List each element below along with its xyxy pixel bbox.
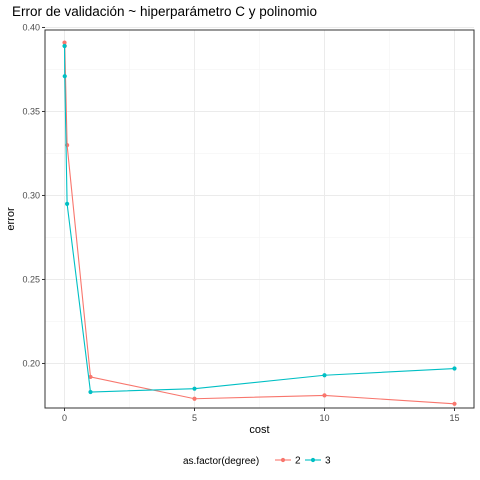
data-point	[62, 43, 67, 49]
series-layer	[62, 40, 457, 406]
axes: 0 5 10 15 0.20 0.25 0.30 0.35 0.40	[22, 22, 459, 423]
data-point	[452, 401, 457, 406]
chart-title: Error de validación ~ hiperparámetro C y…	[12, 4, 317, 19]
y-tick-label: 0.20	[22, 358, 40, 368]
data-point	[322, 373, 327, 378]
legend-title: as.factor(degree)	[183, 456, 259, 467]
legend-label: 3	[325, 456, 331, 467]
data-point	[65, 201, 70, 206]
data-point	[192, 396, 197, 401]
legend-item-2: 2	[275, 456, 301, 467]
x-tick-label: 5	[192, 413, 197, 423]
x-tick-label: 0	[62, 413, 67, 423]
series-3	[62, 43, 457, 395]
panel-border	[44, 29, 475, 409]
y-axis-title: error	[5, 207, 17, 231]
y-tick-label: 0.25	[22, 274, 40, 284]
data-point	[452, 366, 457, 371]
legend-key-point	[280, 457, 286, 463]
x-axis-title: cost	[249, 424, 269, 436]
legend-label: 2	[295, 456, 301, 467]
data-point	[62, 40, 67, 45]
grid	[45, 26, 474, 408]
x-tick-label: 15	[449, 413, 459, 423]
y-tick-label: 0.30	[22, 190, 40, 200]
x-tick-label: 10	[319, 413, 329, 423]
data-point	[322, 393, 327, 398]
legend-item-3: 3	[305, 456, 331, 467]
data-point	[88, 389, 93, 395]
data-point	[88, 374, 93, 380]
y-tick-label: 0.40	[22, 22, 40, 32]
data-point	[62, 74, 67, 79]
legend-key-point	[310, 457, 316, 463]
data-point	[192, 386, 197, 391]
y-tick-label: 0.35	[22, 106, 40, 116]
